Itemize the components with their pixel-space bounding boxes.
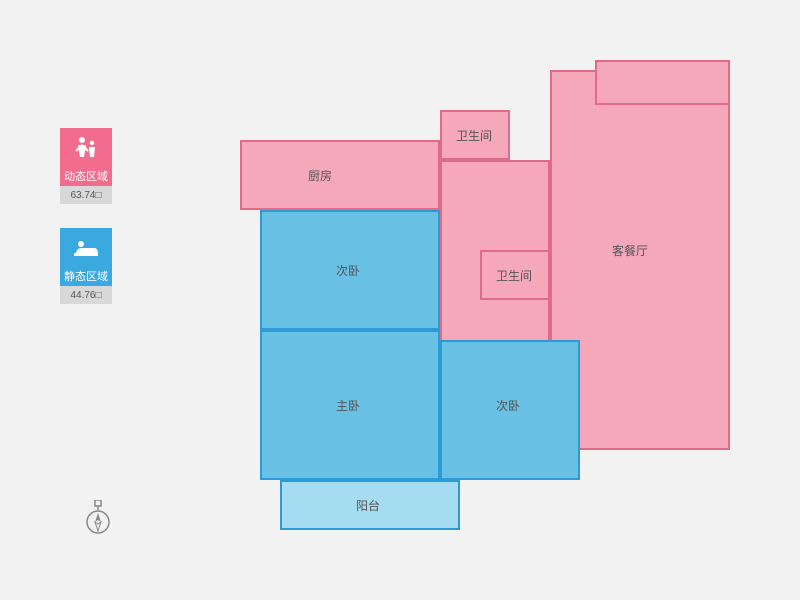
room-sbed1: [260, 210, 440, 330]
room-kitchen: [240, 140, 440, 210]
room-bath1: [440, 110, 510, 160]
rest-icon: [60, 228, 112, 266]
room-sbed2: [440, 340, 580, 480]
people-icon: [60, 128, 112, 166]
room-mbed: [260, 330, 440, 480]
legend-dynamic: 动态区域 63.74□: [60, 128, 120, 204]
room-living2: [595, 60, 730, 105]
room-bath2: [480, 250, 550, 300]
floor-plan: 客餐厅厨房卫生间卫生间次卧主卧次卧阳台: [210, 60, 750, 560]
room-balcony: [280, 480, 460, 530]
legend-dynamic-title: 动态区域: [60, 166, 112, 186]
legend: 动态区域 63.74□ 静态区域 44.76□: [60, 128, 120, 328]
compass-icon: [84, 500, 112, 536]
legend-static: 静态区域 44.76□: [60, 228, 120, 304]
legend-dynamic-value: 63.74□: [60, 186, 112, 204]
legend-static-value: 44.76□: [60, 286, 112, 304]
legend-static-title: 静态区域: [60, 266, 112, 286]
